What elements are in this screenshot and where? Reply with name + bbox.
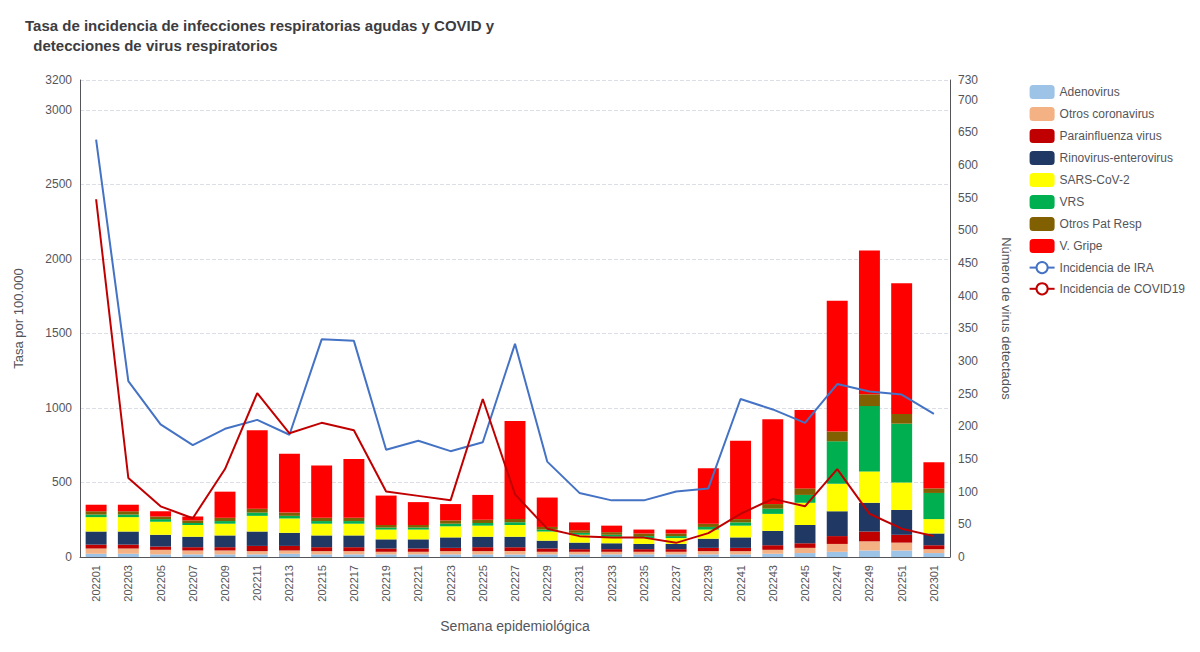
svg-text:202223: 202223 <box>445 565 457 602</box>
svg-text:1500: 1500 <box>45 326 72 340</box>
svg-text:Parainfluenza virus: Parainfluenza virus <box>1060 129 1162 143</box>
svg-text:2000: 2000 <box>45 252 72 266</box>
svg-text:250: 250 <box>958 387 978 401</box>
svg-text:Incidencia de IRA: Incidencia de IRA <box>1060 261 1154 275</box>
svg-text:202213: 202213 <box>283 565 295 602</box>
svg-text:202215: 202215 <box>316 565 328 602</box>
svg-text:detecciones de virus respirato: detecciones de virus respiratorios <box>25 37 278 54</box>
svg-text:Tasa de incidencia de infeccio: Tasa de incidencia de infecciones respir… <box>25 17 495 34</box>
svg-text:500: 500 <box>52 475 72 489</box>
svg-text:500: 500 <box>958 223 978 237</box>
svg-text:Rinovirus-enterovirus: Rinovirus-enterovirus <box>1060 151 1173 165</box>
svg-text:600: 600 <box>958 158 978 172</box>
svg-text:V. Gripe: V. Gripe <box>1060 239 1103 253</box>
svg-text:0: 0 <box>958 550 965 564</box>
svg-text:202243: 202243 <box>767 565 779 602</box>
svg-text:100: 100 <box>958 485 978 499</box>
svg-text:Semana epidemiológica: Semana epidemiológica <box>440 618 590 634</box>
svg-text:202219: 202219 <box>380 565 392 602</box>
svg-text:202249: 202249 <box>863 565 875 602</box>
svg-text:3000: 3000 <box>45 103 72 117</box>
svg-text:3200: 3200 <box>45 73 72 87</box>
svg-text:VRS: VRS <box>1060 195 1085 209</box>
svg-text:202229: 202229 <box>541 565 553 602</box>
svg-text:550: 550 <box>958 191 978 205</box>
svg-text:Incidencia de COVID19: Incidencia de COVID19 <box>1060 282 1186 296</box>
svg-text:350: 350 <box>958 321 978 335</box>
svg-text:202233: 202233 <box>606 565 618 602</box>
svg-text:150: 150 <box>958 452 978 466</box>
svg-text:202205: 202205 <box>155 565 167 602</box>
svg-text:202201: 202201 <box>90 565 102 602</box>
svg-text:SARS-CoV-2: SARS-CoV-2 <box>1060 173 1130 187</box>
svg-text:202231: 202231 <box>573 565 585 602</box>
svg-text:202235: 202235 <box>638 565 650 602</box>
svg-text:50: 50 <box>958 517 972 531</box>
svg-text:450: 450 <box>958 256 978 270</box>
svg-text:Otros Pat Resp: Otros Pat Resp <box>1060 217 1142 231</box>
svg-text:202301: 202301 <box>928 565 940 602</box>
svg-text:202227: 202227 <box>509 565 521 602</box>
svg-text:202241: 202241 <box>735 565 747 602</box>
svg-text:Tasa por 100.000: Tasa por 100.000 <box>11 268 26 368</box>
svg-text:Número de virus detectados: Número de virus detectados <box>999 237 1014 400</box>
svg-text:202251: 202251 <box>896 565 908 602</box>
svg-text:300: 300 <box>958 354 978 368</box>
svg-text:202225: 202225 <box>477 565 489 602</box>
svg-text:202239: 202239 <box>702 565 714 602</box>
svg-text:730: 730 <box>958 73 978 87</box>
svg-text:Otros coronavirus: Otros coronavirus <box>1060 107 1155 121</box>
svg-text:0: 0 <box>65 550 72 564</box>
svg-text:202203: 202203 <box>122 565 134 602</box>
svg-text:202245: 202245 <box>799 565 811 602</box>
svg-text:202221: 202221 <box>412 565 424 602</box>
svg-text:2500: 2500 <box>45 177 72 191</box>
svg-text:700: 700 <box>958 93 978 107</box>
svg-text:Adenovirus: Adenovirus <box>1060 85 1120 99</box>
svg-text:202209: 202209 <box>219 565 231 602</box>
svg-text:202217: 202217 <box>348 565 360 602</box>
svg-text:202207: 202207 <box>187 565 199 602</box>
svg-text:202247: 202247 <box>831 565 843 602</box>
svg-text:400: 400 <box>958 289 978 303</box>
svg-text:202237: 202237 <box>670 565 682 602</box>
svg-text:200: 200 <box>958 419 978 433</box>
svg-text:202211: 202211 <box>251 565 263 601</box>
svg-text:650: 650 <box>958 125 978 139</box>
svg-text:1000: 1000 <box>45 401 72 415</box>
